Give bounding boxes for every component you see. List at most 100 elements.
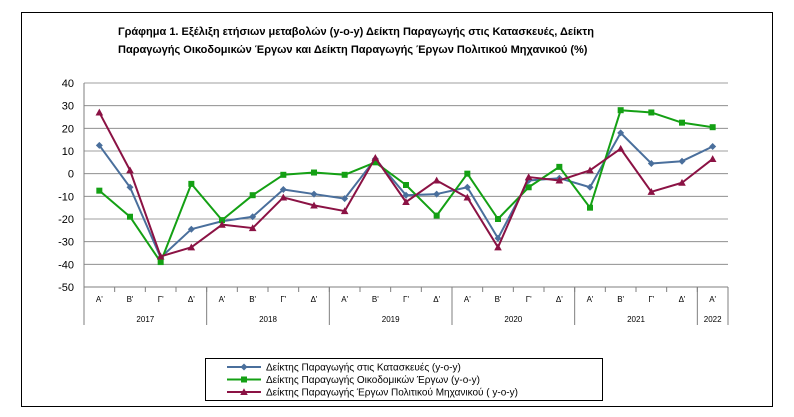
x-tick-label: Β' bbox=[372, 295, 379, 304]
chart-title-line-1: Γράφημα 1. Εξέλιξη ετήσιων μεταβολών (y-… bbox=[118, 26, 594, 38]
series-2-point bbox=[341, 171, 348, 178]
year-label: 2019 bbox=[382, 315, 400, 324]
series-3-point bbox=[95, 108, 104, 116]
chart-title: Γράφημα 1. Εξέλιξη ετήσιων μεταβολών (y-… bbox=[118, 23, 678, 59]
series-1-point bbox=[187, 225, 195, 233]
series-1-point bbox=[126, 183, 134, 191]
series-2-point bbox=[556, 163, 563, 170]
series-2-point bbox=[280, 171, 287, 178]
y-tick-label: 40 bbox=[62, 78, 74, 90]
series-2-point bbox=[219, 217, 225, 224]
year-label: 2022 bbox=[704, 315, 722, 324]
chart-title-line-2: Παραγωγής Οικοδομικών Έργων και Δείκτη Π… bbox=[118, 44, 588, 56]
x-tick-label: Δ' bbox=[433, 295, 440, 304]
series-2-point bbox=[525, 184, 532, 191]
year-label: 2017 bbox=[136, 315, 154, 324]
x-tick-label: Γ' bbox=[158, 295, 164, 304]
x-tick-label: Α' bbox=[341, 295, 348, 304]
series-2-point bbox=[127, 213, 133, 220]
series-3-point bbox=[156, 252, 165, 260]
x-tick-label: Α' bbox=[219, 295, 226, 304]
series-1-point bbox=[678, 157, 686, 165]
series-3-point bbox=[586, 166, 594, 174]
series-2-point bbox=[495, 216, 501, 222]
series-1-point bbox=[463, 183, 471, 191]
series-3-point bbox=[187, 243, 196, 251]
legend-swatch-marker bbox=[241, 376, 247, 383]
series-3-point bbox=[555, 176, 564, 184]
series-3-point bbox=[463, 193, 472, 201]
series-3-point bbox=[371, 154, 380, 161]
y-tick-label: -40 bbox=[58, 259, 74, 271]
series-2-point bbox=[403, 182, 409, 188]
series-2-point bbox=[617, 107, 624, 114]
series-1-point bbox=[709, 142, 717, 150]
y-tick-label: 20 bbox=[62, 123, 74, 135]
x-tick-label: Δ' bbox=[311, 295, 318, 304]
series-3-point bbox=[340, 207, 349, 215]
chart-border bbox=[21, 12, 773, 407]
year-label: 2020 bbox=[504, 315, 522, 324]
y-tick-label: -50 bbox=[58, 282, 74, 294]
legend-swatch-marker bbox=[240, 388, 248, 396]
series-1-point bbox=[95, 141, 103, 149]
series-2-point bbox=[372, 159, 379, 166]
series-1-point bbox=[310, 190, 318, 198]
series-2-point bbox=[157, 259, 164, 266]
x-tick-label: Β' bbox=[127, 295, 134, 304]
x-tick-label: Γ' bbox=[280, 295, 286, 304]
legend-label: Δείκτης Παραγωγής Έργων Πολιτικού Μηχανι… bbox=[266, 387, 518, 399]
series-3-point bbox=[524, 173, 533, 181]
series-3-point bbox=[678, 178, 686, 186]
x-tick-label: Γ' bbox=[648, 295, 654, 304]
series-2-point bbox=[188, 180, 195, 187]
x-tick-label: Δ' bbox=[556, 295, 563, 304]
y-tick-label: 30 bbox=[62, 101, 74, 113]
x-tick-label: Δ' bbox=[188, 295, 195, 304]
x-tick-label: Β' bbox=[617, 295, 624, 304]
series-3-point bbox=[432, 176, 441, 184]
series-1-point bbox=[279, 186, 287, 194]
series-1-point bbox=[586, 183, 594, 191]
series-2-point bbox=[311, 169, 317, 176]
x-tick-label: Β' bbox=[249, 295, 256, 304]
series-2-point bbox=[433, 212, 440, 219]
series-3-point bbox=[494, 243, 502, 251]
y-tick-label: -30 bbox=[58, 237, 74, 249]
series-3-point bbox=[402, 198, 410, 206]
series-1-point bbox=[433, 190, 441, 198]
series-2-point bbox=[709, 124, 716, 131]
x-tick-label: Α' bbox=[709, 295, 716, 304]
legend-swatch-marker bbox=[240, 363, 248, 371]
legend-label: Δείκτης Παραγωγής στις Κατασκευές (y-o-y… bbox=[266, 362, 461, 374]
series-1-point bbox=[402, 191, 410, 199]
y-tick-label: -10 bbox=[58, 191, 74, 203]
series-3-point bbox=[647, 188, 656, 195]
x-tick-label: Β' bbox=[495, 295, 502, 304]
series-3-point bbox=[126, 166, 134, 174]
x-tick-label: Α' bbox=[464, 295, 471, 304]
x-tick-label: Γ' bbox=[526, 295, 532, 304]
x-tick-label: Δ' bbox=[679, 295, 686, 304]
legend-label: Δείκτης Παραγωγής Οικοδομικών Έργων (y-o… bbox=[266, 374, 480, 386]
series-1-point bbox=[617, 129, 625, 137]
y-tick-label: 0 bbox=[68, 169, 74, 181]
series-3-point bbox=[218, 220, 226, 228]
series-3-point bbox=[248, 224, 257, 232]
series-3-point bbox=[310, 201, 318, 209]
series-3-point bbox=[708, 155, 717, 162]
x-tick-label: Α' bbox=[587, 295, 594, 304]
series-1-point bbox=[341, 195, 349, 203]
series-1-point bbox=[249, 213, 257, 221]
series-2-point bbox=[96, 187, 103, 194]
series-1-point bbox=[647, 159, 655, 167]
year-label: 2021 bbox=[627, 315, 645, 324]
series-2-point bbox=[464, 170, 471, 177]
series-1-point bbox=[494, 234, 502, 242]
series-2-point bbox=[587, 204, 593, 211]
legend bbox=[205, 358, 603, 401]
series-2-point bbox=[679, 119, 685, 126]
series-2-point bbox=[648, 109, 655, 116]
